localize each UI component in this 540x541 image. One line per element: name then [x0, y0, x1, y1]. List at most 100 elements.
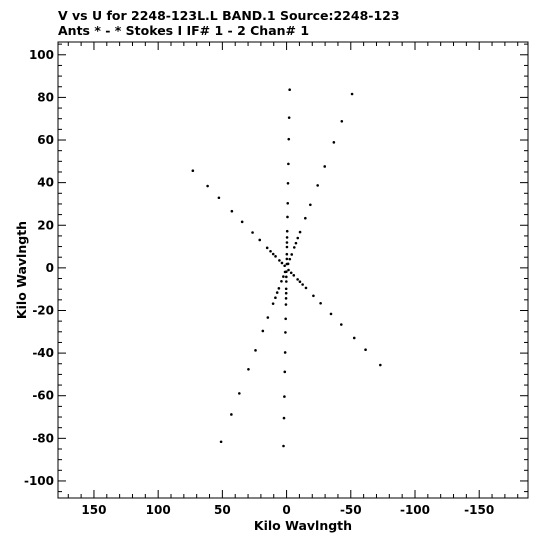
y-tick-label: -100: [24, 474, 54, 488]
uv-point: [294, 241, 298, 245]
uv-point: [277, 287, 281, 290]
uv-point: [284, 303, 288, 306]
uv-point: [323, 165, 327, 168]
x-axis-label: Kilo Wavlngth: [254, 518, 352, 533]
uv-point: [287, 268, 290, 272]
data-points: [191, 88, 382, 448]
uv-point: [282, 416, 286, 420]
uv-point: [285, 275, 288, 279]
x-tick-label: 50: [214, 503, 231, 517]
uv-point: [219, 440, 223, 444]
uv-point: [284, 331, 287, 334]
uv-point: [283, 370, 287, 374]
uv-point: [352, 336, 356, 340]
y-axis-label: Kilo Wavlngth: [14, 221, 29, 319]
chart-title: V vs U for 2248-123L.L BAND.1 Source:224…: [58, 8, 400, 23]
uv-point: [285, 245, 289, 249]
uv-point: [287, 162, 290, 166]
uv-point: [289, 271, 293, 275]
uv-point: [319, 301, 322, 305]
tick-labels: 150 100 50 0 -50 -100 -150 -100 -80 -60 -40 -20 0 20 4…: [24, 48, 494, 517]
uv-point: [285, 280, 288, 283]
uv-point: [285, 229, 289, 233]
uv-point: [284, 297, 288, 300]
uv-point: [364, 348, 367, 351]
uv-point: [296, 278, 299, 281]
uv-point: [286, 202, 290, 205]
uv-point: [238, 392, 241, 395]
uv-point: [283, 351, 287, 354]
uv-point: [301, 283, 304, 286]
uv-point: [304, 286, 308, 290]
uv-point: [271, 252, 275, 256]
uv-point: [298, 280, 302, 284]
x-tick-label: -50: [340, 503, 362, 517]
y-tick-label: -20: [32, 303, 54, 317]
y-tick-label: 100: [29, 48, 54, 62]
uv-point: [340, 119, 344, 123]
uv-point: [316, 184, 319, 187]
uv-point: [379, 363, 382, 367]
chart-subtitle: Ants * - * Stokes I IF# 1 - 2 Chan# 1: [58, 23, 309, 38]
uv-point: [278, 259, 281, 262]
y-tick-label: -80: [32, 431, 54, 445]
axis-ticks: [58, 42, 528, 498]
uv-point: [283, 395, 286, 398]
uv-point: [292, 274, 296, 277]
uv-point: [217, 196, 221, 200]
uv-point: [284, 287, 288, 291]
x-tick-label: -150: [464, 503, 494, 517]
y-tick-label: 60: [37, 133, 54, 147]
uv-point: [265, 246, 269, 250]
uv-point: [271, 302, 275, 305]
uv-point: [285, 257, 289, 261]
uv-point: [247, 368, 250, 371]
uv-point: [282, 275, 285, 278]
uv-point: [286, 215, 289, 219]
y-tick-label: 0: [46, 261, 54, 275]
uv-point: [292, 246, 296, 249]
uv-point: [285, 236, 289, 239]
uv-point: [206, 184, 209, 188]
y-tick-label: 20: [37, 218, 54, 232]
uv-point: [285, 262, 289, 266]
uv-point: [286, 181, 290, 185]
x-tick-label: -100: [400, 503, 430, 517]
uv-point: [284, 317, 287, 321]
x-tick-label: 100: [146, 503, 171, 517]
uv-point: [288, 88, 291, 92]
uv-point: [304, 216, 307, 220]
uv-point: [284, 291, 288, 295]
uv-point: [274, 255, 277, 258]
uv-point: [285, 252, 289, 256]
uv-point: [329, 312, 333, 316]
uv-point: [280, 261, 284, 265]
uv-point: [339, 323, 343, 326]
uv-point: [251, 231, 254, 234]
y-tick-label: -60: [32, 389, 54, 403]
uv-point: [283, 264, 286, 268]
uv-point: [261, 329, 265, 333]
y-tick-label: 80: [37, 90, 54, 104]
x-tick-label: 150: [81, 503, 106, 517]
uv-point: [287, 116, 291, 119]
uv-point: [287, 137, 291, 141]
uv-point: [274, 296, 277, 300]
uv-point: [191, 169, 195, 172]
uv-point: [280, 279, 283, 283]
uv-point: [296, 236, 300, 240]
plot-frame: [57, 41, 529, 499]
uv-point: [240, 220, 244, 224]
uv-point: [230, 209, 234, 213]
uv-point: [312, 294, 315, 298]
y-tick-label: -40: [32, 346, 54, 360]
uv-point: [288, 257, 292, 261]
uv-point: [285, 270, 288, 274]
uv-point: [350, 92, 354, 96]
uv-point: [285, 241, 289, 244]
uv-point: [254, 349, 257, 352]
uv-point: [309, 203, 312, 207]
uv-point: [332, 141, 336, 144]
uv-point: [282, 444, 285, 448]
